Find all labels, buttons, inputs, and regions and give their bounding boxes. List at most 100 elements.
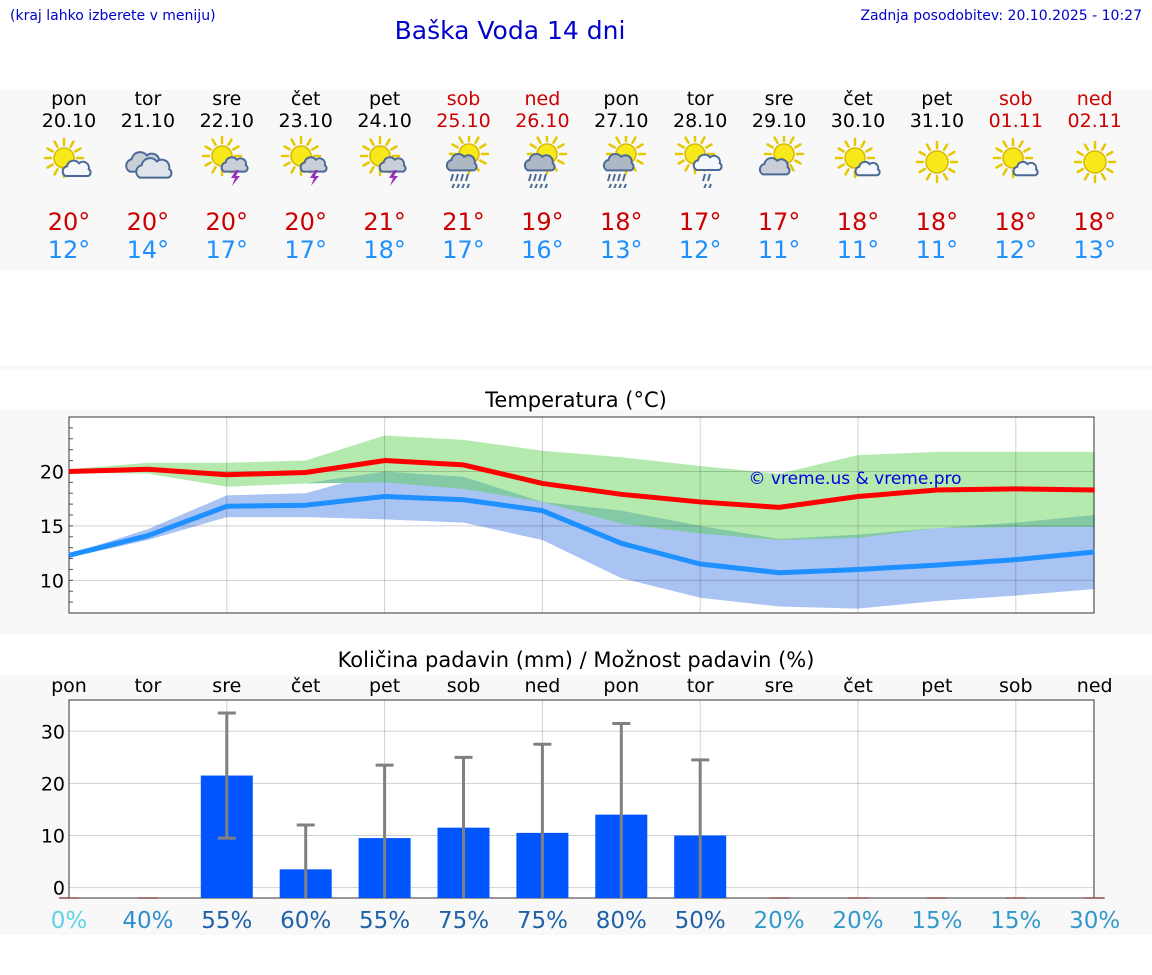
weather-icon (445, 136, 489, 188)
y-tick-label: 15 (40, 516, 64, 538)
location-hint: (kraj lahko izberete v meniju) (10, 8, 216, 24)
precipitation-chart-title: Količina padavin (mm) / Možnost padavin … (337, 648, 815, 672)
x-tick-label: pon (603, 675, 639, 697)
precip-probability: 75% (517, 908, 568, 934)
precip-probability: 20% (832, 908, 883, 934)
y-tick-label: 20 (41, 773, 65, 795)
x-tick-label: ned (1077, 675, 1113, 697)
temp-max: 18° (1073, 208, 1116, 236)
day-date: 29.10 (751, 110, 807, 132)
weather-icon (915, 140, 959, 184)
x-tick-label: ned (525, 675, 561, 697)
day-name: tor (134, 88, 162, 110)
temp-min: 18° (363, 236, 406, 264)
day-date: 21.10 (120, 110, 176, 132)
temp-min: 17° (205, 236, 249, 264)
weather-icon (280, 136, 328, 186)
sun-icon (915, 140, 959, 184)
min-temp-line (68, 493, 1095, 576)
day-column: ned 26.10 19° 16° (502, 88, 582, 266)
day-name: sre (212, 88, 242, 110)
precip-probability: 40% (122, 908, 173, 934)
temp-max: 17° (678, 208, 722, 236)
temp-max: 18° (915, 208, 959, 236)
precip-probability: 20% (754, 908, 805, 934)
x-tick-label: čet (291, 675, 321, 697)
day-column: pet 24.10 21° 18° (345, 88, 425, 266)
day-date: 26.10 (515, 110, 570, 132)
sun-small-cloud-icon (834, 137, 881, 179)
precip-probability: 0% (51, 908, 88, 934)
day-column: sre 22.10 20° 17° (187, 88, 267, 266)
temp-max: 21° (442, 208, 485, 236)
y-tick-label: 30 (41, 721, 65, 743)
precip-probability: 30% (1069, 908, 1120, 934)
temp-max: 20° (284, 208, 327, 236)
day-column: ned 02.11 18° 13° (1055, 88, 1135, 266)
temp-max: 17° (757, 208, 801, 236)
overcast-icon (125, 151, 173, 179)
day-date: 27.10 (594, 110, 649, 132)
x-tick-label: tor (134, 675, 161, 697)
weather-icon (759, 136, 805, 176)
precip-probability: 80% (596, 908, 647, 934)
day-name: pon (51, 88, 87, 110)
temp-max: 18° (994, 208, 1038, 236)
temp-min: 12° (47, 236, 91, 264)
day-column: čet 30.10 18° 11° (818, 88, 898, 266)
weather-icon (524, 136, 568, 188)
plot-frame (68, 699, 1095, 899)
weather-icon (201, 136, 249, 186)
day-column: pon 20.10 20° 12° (29, 88, 109, 266)
sun-icon (1073, 140, 1116, 184)
day-name: čet (290, 88, 321, 110)
day-column: čet 23.10 20° 17° (266, 88, 346, 266)
temp-min: 16° (521, 236, 564, 264)
weather-icon (674, 136, 723, 188)
day-name: sob (446, 88, 481, 110)
temp-min: 17° (442, 236, 485, 264)
precip-probability: 55% (359, 908, 410, 934)
precip-probability: 75% (438, 908, 489, 934)
day-column: pet 31.10 18° 11° (897, 88, 977, 266)
precipitation-chart: 0 10 20 30 pon tor sre čet pet sob ned pon tor sre čet… (41, 675, 1120, 934)
temp-max: 20° (47, 208, 91, 236)
day-date: 01.11 (988, 110, 1043, 132)
temp-min: 13° (1073, 236, 1116, 264)
day-name: pet (921, 88, 953, 110)
last-updated: Zadnja posodobitev: 20.10.2025 - 10:27 (860, 8, 1142, 24)
day-date: 25.10 (436, 110, 491, 132)
sun-thunder-icon (359, 136, 407, 186)
x-tick-label: pet (369, 675, 400, 697)
min-temp-range-band (69, 471, 1095, 609)
x-tick-label: sre (765, 675, 794, 697)
temp-min: 13° (600, 236, 643, 264)
precip-probability: 15% (990, 908, 1041, 934)
x-tick-label: pon (51, 675, 87, 697)
weather-icon (125, 151, 173, 179)
day-name: sre (764, 88, 794, 110)
day-column: sob 25.10 21° 17° (424, 88, 504, 266)
temp-min: 17° (284, 236, 327, 264)
day-date: 24.10 (357, 110, 412, 132)
temp-max: 20° (205, 208, 249, 236)
day-date: 22.10 (199, 110, 254, 132)
sun-rain-icon (445, 136, 489, 188)
sun-cloud-icon (43, 137, 92, 179)
cloud-sun-icon (759, 136, 805, 176)
temp-max: 18° (600, 208, 643, 236)
weather-icon (43, 137, 92, 179)
day-name: čet (843, 88, 873, 110)
temp-min: 11° (915, 236, 959, 264)
sun-rain-icon (603, 136, 647, 188)
sun-small-cloud-icon (992, 137, 1039, 179)
day-date: 02.11 (1067, 110, 1122, 132)
precip-probability: 60% (280, 908, 331, 934)
max-temp-line (68, 458, 1095, 510)
day-name: sob (999, 88, 1033, 110)
day-name: ned (1076, 88, 1113, 110)
day-name: pon (603, 88, 640, 110)
temp-min: 11° (836, 236, 880, 264)
temp-max: 19° (521, 208, 564, 236)
x-tick-label: čet (843, 675, 873, 697)
